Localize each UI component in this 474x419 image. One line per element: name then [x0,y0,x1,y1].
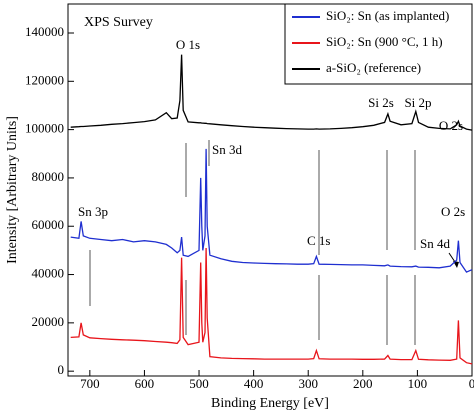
x-tick-label: 300 [298,376,318,391]
annotation: O 2s [439,118,463,133]
annotation: XPS Survey [84,15,153,30]
annotation: O 2s [441,204,465,219]
x-tick-label: 100 [408,376,428,391]
annotation: Sn 3d [212,142,242,157]
guide-lines [89,140,459,345]
plot-frame [67,3,473,377]
y-tick-label: 140000 [25,24,64,39]
x-tick-label: 0 [469,376,474,391]
x-tick-label: 500 [189,376,209,391]
y-tick-label: 80000 [32,169,65,184]
series-line [70,247,473,365]
x-tick-label: 600 [135,376,155,391]
x-axis-title: Binding Energy [eV] [211,396,329,411]
annotation: O 1s [176,37,200,52]
annotation: Sn 4d [420,236,450,251]
legend-label: SiO₂: Sn (as implanted) [326,8,449,23]
y-tick-label: 40000 [32,266,65,281]
annotation: Si 2s [368,95,394,110]
x-tick-label: 400 [244,376,264,391]
y-tick-label: 60000 [32,217,65,232]
annotation: Si 2p [404,95,431,110]
annotation: Sn 3p [78,204,108,219]
x-tick-label: 200 [353,376,373,391]
series-line [70,148,473,273]
annotation: C 1s [307,233,330,248]
y-tick-label: 120000 [25,72,64,87]
legend-label: a-SiO₂ (reference) [326,60,421,75]
y-tick-label: 0 [58,362,65,377]
legend-label: SiO₂: Sn (900 °C, 1 h) [326,34,443,49]
x-tick-label: 700 [80,376,100,391]
y-axis-title: Intensity [Arbitrary Units] [5,116,20,264]
y-tick-label: 100000 [25,121,64,136]
y-tick-label: 20000 [32,314,65,329]
series-line [70,54,473,131]
